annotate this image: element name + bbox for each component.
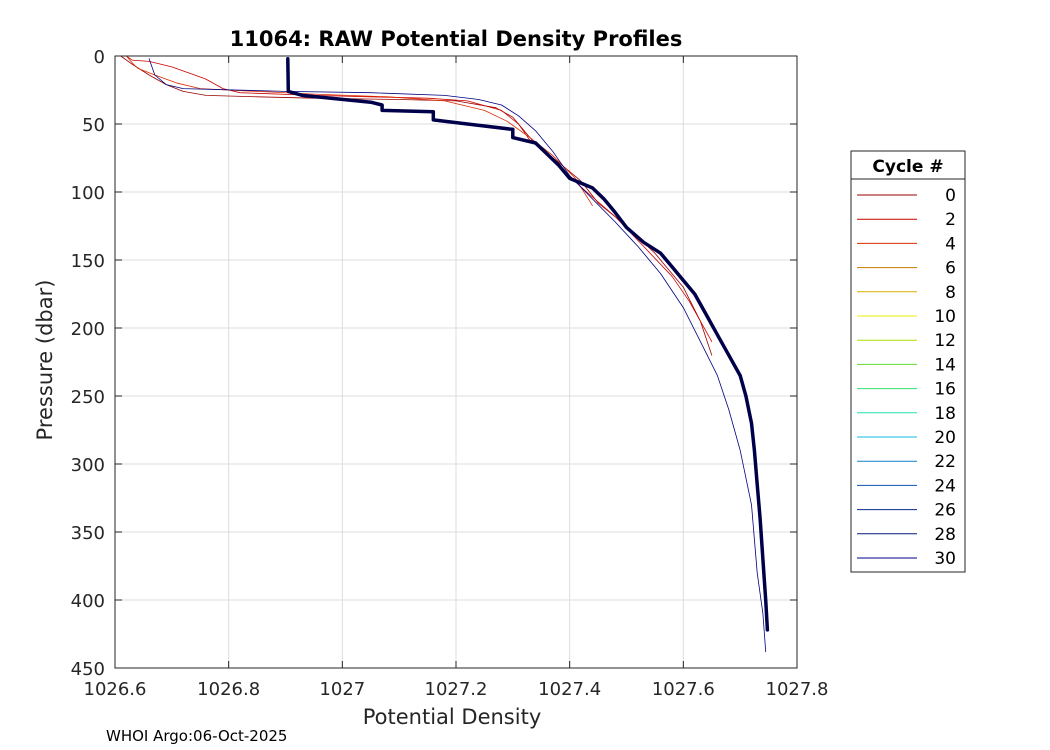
y-tick-label: 400 <box>71 591 105 612</box>
y-tick-label: 450 <box>71 659 105 680</box>
legend-item: 10 <box>857 307 956 327</box>
legend-item: 16 <box>857 380 956 400</box>
legend-label: 10 <box>934 307 956 327</box>
legend-label: 6 <box>945 259 956 279</box>
x-tick-label: 1027 <box>319 679 365 700</box>
y-tick-label: 250 <box>71 387 105 408</box>
x-tick-label: 1026.8 <box>197 679 260 700</box>
footer-text: WHOI Argo:06-Oct-2025 <box>106 727 287 745</box>
legend-item: 8 <box>857 283 956 303</box>
grid-lines <box>114 55 798 669</box>
profile-line-cycle-4 <box>126 55 593 207</box>
legend-item: 26 <box>857 501 956 521</box>
y-tick-labels: 0 50 100 150 200 250 300 350 400 450 <box>71 47 105 680</box>
legend-label: 4 <box>945 234 956 254</box>
legend-item: 20 <box>857 428 956 448</box>
y-tick-label: 350 <box>71 523 105 544</box>
legend-item: 18 <box>857 404 956 424</box>
profile-line-cycle-30 <box>148 58 767 653</box>
legend-item: 30 <box>857 549 956 569</box>
legend-label: 26 <box>934 501 956 521</box>
x-tick-label: 1026.6 <box>84 679 147 700</box>
y-tick-label: 50 <box>82 115 105 136</box>
y-tick-label: 0 <box>94 47 105 68</box>
profile-lines <box>120 55 770 653</box>
profile-line-cycle-0 <box>120 55 713 356</box>
legend-label: 16 <box>934 380 956 400</box>
legend-item: 28 <box>857 525 956 545</box>
legend-label: 24 <box>934 476 956 496</box>
legend-label: 14 <box>934 355 956 375</box>
y-tick-label: 200 <box>71 319 105 340</box>
legend-label: 12 <box>934 331 956 351</box>
x-axis-label: Potential Density <box>363 705 542 729</box>
legend-box <box>850 150 966 573</box>
chart-title: 11064: RAW Potential Density Profiles <box>230 27 683 51</box>
profile-line-cycle-30 <box>286 56 770 632</box>
profile-line-cycle-2 <box>126 55 713 343</box>
axis-ticks <box>114 55 798 669</box>
legend-item: 22 <box>857 452 956 472</box>
legend-label: 0 <box>945 186 956 206</box>
y-tick-label: 100 <box>71 183 105 204</box>
x-tick-label: 1027.4 <box>538 679 601 700</box>
legend-item: 14 <box>857 355 956 375</box>
y-axis-label: Pressure (dbar) <box>33 280 57 441</box>
legend-item: 4 <box>857 234 956 254</box>
x-tick-labels: 1026.6 1026.8 1027 1027.2 1027.4 1027.6 1027.8 <box>84 679 829 700</box>
legend-title: Cycle # <box>872 157 943 177</box>
legend-item: 6 <box>857 259 956 279</box>
legend-label: 18 <box>934 404 956 424</box>
y-tick-label: 150 <box>71 251 105 272</box>
legend-item: 12 <box>857 331 956 351</box>
legend-label: 22 <box>934 452 956 472</box>
legend-label: 20 <box>934 428 956 448</box>
legend-label: 28 <box>934 525 956 545</box>
legend-item: 0 <box>857 186 956 206</box>
x-tick-label: 1027.8 <box>766 679 829 700</box>
x-tick-label: 1027.6 <box>652 679 715 700</box>
x-tick-label: 1027.2 <box>425 679 488 700</box>
legend-item: 2 <box>857 210 956 230</box>
legend-label: 8 <box>945 283 956 303</box>
y-tick-label: 300 <box>71 455 105 476</box>
legend-label: 30 <box>934 549 956 569</box>
legend-item: 24 <box>857 476 956 496</box>
legend-label: 2 <box>945 210 956 230</box>
